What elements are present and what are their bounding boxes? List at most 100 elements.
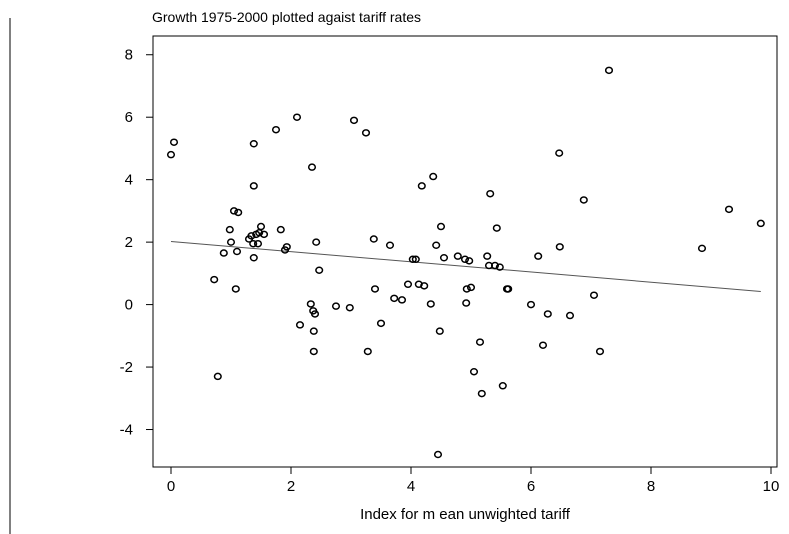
data-point <box>756 219 765 228</box>
data-point <box>466 283 476 292</box>
data-point <box>225 225 234 234</box>
data-point <box>453 252 462 260</box>
data-point <box>309 327 318 335</box>
data-point <box>724 205 734 214</box>
data-point <box>426 300 435 308</box>
data-point <box>697 244 707 253</box>
x-tick-label: 4 <box>407 478 415 495</box>
data-point <box>526 300 536 309</box>
data-point <box>495 263 504 271</box>
data-point <box>219 249 228 257</box>
y-tick-label: 4 <box>125 172 133 189</box>
data-point <box>249 253 258 262</box>
data-point <box>292 113 302 121</box>
data-point <box>460 255 470 264</box>
data-point <box>282 243 291 251</box>
data-point <box>538 341 548 349</box>
data-point <box>226 238 236 246</box>
data-point <box>213 372 222 381</box>
data-point <box>210 275 219 284</box>
x-tick-label: 8 <box>647 478 655 495</box>
data-point <box>435 327 444 335</box>
fit-line <box>170 241 761 292</box>
data-point <box>490 261 500 270</box>
fit-line-group <box>170 241 761 292</box>
data-point <box>417 182 426 190</box>
y-tick-label: 2 <box>125 234 133 251</box>
data-point <box>349 116 359 125</box>
data-point <box>307 163 317 171</box>
data-point <box>234 208 243 217</box>
data-point <box>504 285 513 293</box>
data-point <box>276 225 285 234</box>
data-point <box>169 138 179 146</box>
data-point <box>315 266 324 274</box>
data-point <box>462 299 471 307</box>
chart-title: Growth 1975-2000 plotted agaist tariff r… <box>152 9 421 25</box>
data-point <box>462 285 471 293</box>
data-point <box>469 367 479 376</box>
data-point <box>433 450 443 459</box>
data-point <box>555 149 564 157</box>
x-tick-label: 0 <box>167 478 175 495</box>
data-point <box>420 282 429 290</box>
data-point <box>432 241 441 250</box>
data-point <box>498 382 507 390</box>
data-point <box>589 291 599 299</box>
data-point <box>295 321 305 329</box>
y-tick-label: -4 <box>120 422 133 439</box>
data-point <box>604 66 614 75</box>
data-point <box>370 285 380 293</box>
data-point <box>390 294 399 303</box>
data-point <box>232 247 242 256</box>
data-point <box>429 172 438 181</box>
data-point <box>486 189 495 198</box>
data-point <box>249 140 258 148</box>
y-tick-label: 0 <box>125 297 133 314</box>
x-tick-label: 6 <box>527 478 535 495</box>
data-point <box>259 230 269 239</box>
data-point <box>439 253 449 262</box>
x-tick-label: 2 <box>287 478 295 495</box>
data-point <box>397 296 407 304</box>
x-tick-label: 10 <box>763 478 780 495</box>
data-point <box>543 310 552 318</box>
data-point <box>249 182 258 190</box>
data-point <box>331 302 341 310</box>
data-point <box>555 243 564 251</box>
plot-area <box>152 35 778 468</box>
data-point <box>403 280 413 289</box>
data-point <box>477 389 486 398</box>
data-point <box>361 129 371 137</box>
data-point <box>595 347 605 356</box>
data-point <box>534 252 543 260</box>
data-point <box>411 255 420 264</box>
data-point <box>229 207 239 215</box>
data-point <box>256 222 266 231</box>
data-point <box>492 224 501 232</box>
data-point <box>271 125 281 134</box>
data-point <box>408 255 417 264</box>
y-tick-label: 6 <box>125 109 133 126</box>
x-axis: 0 2 4 6 8 10 <box>167 467 780 495</box>
data-point <box>345 303 354 312</box>
data-point <box>376 319 386 328</box>
data-point <box>247 232 256 240</box>
data-point <box>312 238 321 246</box>
y-axis: -4 -2 0 2 4 6 8 <box>120 47 153 439</box>
data-point <box>385 241 395 250</box>
y-tick-label: -2 <box>120 359 133 376</box>
data-point <box>565 311 575 320</box>
data-point <box>475 338 485 346</box>
data-point <box>363 347 372 356</box>
data-point <box>309 347 318 356</box>
data-points <box>166 66 765 459</box>
data-point <box>579 196 588 204</box>
y-tick-label: 8 <box>125 47 133 64</box>
data-point <box>369 235 378 243</box>
data-point <box>310 310 320 318</box>
data-point <box>253 239 263 248</box>
data-point <box>483 252 492 260</box>
